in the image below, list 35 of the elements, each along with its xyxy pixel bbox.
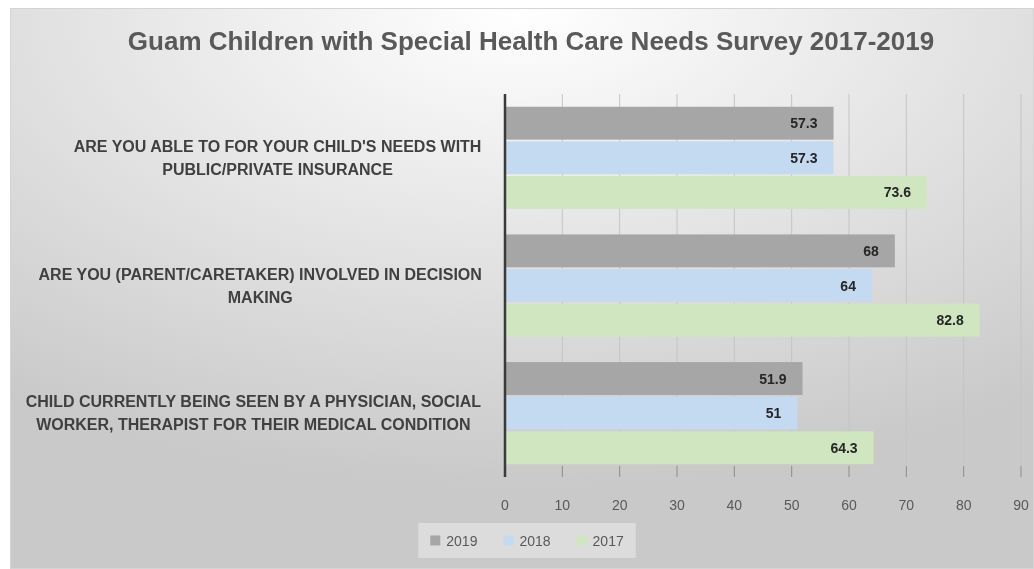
bar xyxy=(505,176,927,209)
data-label: 64.3 xyxy=(830,439,858,456)
y-tick-label: ARE YOU ABLE TO FOR YOUR CHILD'S NEEDS WITH PUBLIC/PRIVATE INSURANCE xyxy=(73,137,482,178)
data-label: 51.9 xyxy=(759,370,787,387)
legend-label: 2017 xyxy=(592,532,624,549)
data-label: 73.6 xyxy=(883,184,912,201)
bar xyxy=(505,396,798,430)
bar xyxy=(505,234,895,268)
bar xyxy=(505,106,834,140)
y-tick-label: CHILD CURRENTLY BEING SEEN BY A PHYSICIAN, SOCIAL WORKER, THERAPIST FOR THEIR MEDICAL CONDITION xyxy=(25,393,482,434)
x-tick-label: 20 xyxy=(611,497,628,513)
bar xyxy=(505,303,980,337)
bar xyxy=(505,362,803,395)
data-label: 57.3 xyxy=(790,149,818,166)
bar xyxy=(505,431,874,465)
legend-label: 2018 xyxy=(519,532,551,549)
x-tick-label: 40 xyxy=(726,497,743,513)
x-tick-label: 60 xyxy=(841,497,857,513)
data-label: 64 xyxy=(840,277,857,294)
bar xyxy=(505,269,872,302)
x-tick-label: 10 xyxy=(554,497,571,513)
x-tick-label: 50 xyxy=(783,497,800,513)
bar xyxy=(505,141,834,175)
y-tick-label: ARE YOU (PARENT/CARETAKER) INVOLVED IN DECISION MAKING xyxy=(38,265,482,306)
x-tick-label: 90 xyxy=(1013,497,1029,513)
data-label: 51 xyxy=(765,405,782,422)
data-label: 57.3 xyxy=(790,115,818,132)
legend-label: 2019 xyxy=(446,532,478,549)
chart-title: Guam Children with Special Health Care Needs Survey 2017-2019 xyxy=(127,26,935,56)
x-tick-label: 70 xyxy=(898,497,915,513)
data-label: 68 xyxy=(863,242,880,259)
data-label: 82.8 xyxy=(936,312,964,329)
x-tick-label: 80 xyxy=(955,497,972,513)
x-tick-label: 30 xyxy=(669,497,685,513)
x-tick-label: 0 xyxy=(501,497,510,513)
